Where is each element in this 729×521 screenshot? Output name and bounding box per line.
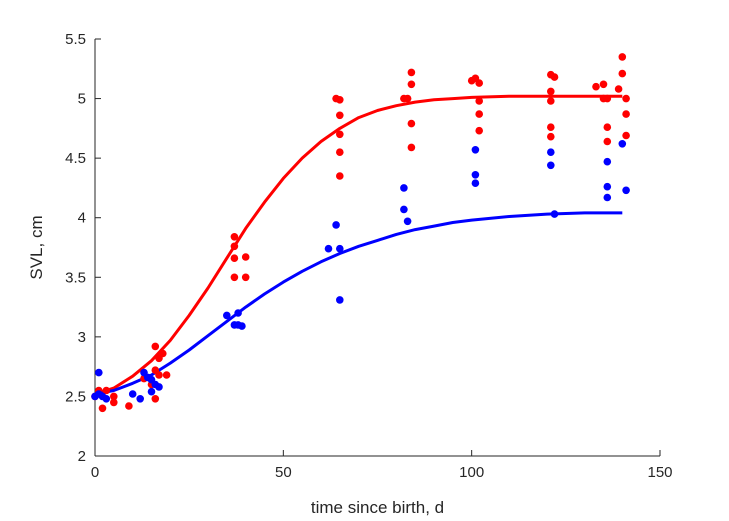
data-point-series-1 bbox=[230, 233, 239, 241]
fit-curve-2 bbox=[94, 211, 623, 396]
data-point-series-2 bbox=[238, 322, 246, 330]
data-point-series-1 bbox=[547, 123, 555, 131]
data-point-series-2 bbox=[332, 221, 340, 229]
data-point-series-2 bbox=[324, 244, 333, 253]
data-point-series-1 bbox=[603, 137, 612, 146]
data-point-series-1 bbox=[230, 273, 239, 282]
data-point-series-2 bbox=[622, 186, 630, 195]
data-point-series-1 bbox=[407, 119, 416, 128]
data-point-series-1 bbox=[547, 132, 555, 141]
data-point-series-1 bbox=[241, 273, 250, 282]
data-point-series-2 bbox=[550, 210, 559, 218]
data-point-series-1 bbox=[102, 386, 111, 395]
data-point-series-1 bbox=[110, 398, 118, 407]
data-point-series-1 bbox=[110, 392, 118, 401]
data-point-series-1 bbox=[159, 349, 167, 358]
data-point-series-2 bbox=[471, 146, 480, 154]
data-point-series-1 bbox=[622, 94, 630, 103]
y-tick-label: 4.5 bbox=[65, 150, 86, 167]
data-point-series-1 bbox=[403, 94, 412, 103]
axes bbox=[94, 39, 660, 457]
y-axis-label: SVL, cm bbox=[27, 215, 46, 279]
data-point-series-1 bbox=[407, 68, 416, 77]
data-point-series-1 bbox=[336, 172, 344, 180]
y-tick-label: 3.5 bbox=[65, 269, 86, 286]
data-point-series-1 bbox=[125, 402, 133, 410]
ticks: 0 50 100 150 2 2.5 3 3.5 4 4.5 5 5.5 bbox=[65, 31, 672, 481]
data-point-series-2 bbox=[618, 140, 627, 148]
y-tick-label: 5 bbox=[78, 91, 86, 108]
data-point-series-1 bbox=[151, 395, 160, 403]
data-point-series-2 bbox=[95, 368, 103, 377]
fit-curves bbox=[94, 94, 623, 396]
data-point-series-2 bbox=[336, 296, 344, 304]
data-point-series-1 bbox=[336, 96, 344, 104]
data-point-series-2 bbox=[155, 383, 163, 391]
data-points bbox=[91, 53, 630, 413]
data-point-series-1 bbox=[230, 254, 239, 262]
data-point-series-1 bbox=[603, 123, 612, 131]
x-tick-label: 100 bbox=[459, 464, 484, 481]
data-point-series-1 bbox=[336, 148, 344, 156]
data-point-series-2 bbox=[147, 387, 156, 396]
data-point-series-1 bbox=[614, 85, 623, 93]
data-point-series-2 bbox=[136, 395, 144, 403]
data-point-series-1 bbox=[550, 73, 559, 81]
data-point-series-1 bbox=[155, 371, 163, 379]
data-point-series-2 bbox=[336, 244, 344, 253]
data-point-series-2 bbox=[471, 171, 480, 179]
data-point-series-1 bbox=[618, 69, 627, 78]
data-point-series-1 bbox=[622, 110, 630, 118]
data-point-series-1 bbox=[407, 80, 416, 89]
data-point-series-2 bbox=[128, 390, 137, 398]
x-tick-label: 0 bbox=[91, 464, 99, 481]
data-point-series-1 bbox=[599, 80, 608, 89]
y-tick-label: 4 bbox=[78, 210, 86, 227]
data-point-series-2 bbox=[400, 184, 408, 192]
data-point-series-1 bbox=[475, 79, 484, 87]
data-point-series-1 bbox=[336, 130, 344, 139]
data-point-series-1 bbox=[592, 82, 600, 91]
data-point-series-2 bbox=[603, 193, 612, 202]
data-point-series-2 bbox=[403, 217, 412, 226]
y-tick-label: 3 bbox=[78, 329, 86, 346]
data-point-series-1 bbox=[547, 97, 555, 105]
data-point-series-1 bbox=[98, 404, 107, 413]
data-point-series-2 bbox=[234, 309, 242, 317]
data-point-series-1 bbox=[230, 242, 239, 251]
data-point-series-1 bbox=[475, 97, 484, 105]
data-point-series-1 bbox=[162, 371, 171, 379]
fit-curve-1 bbox=[94, 94, 623, 396]
data-point-series-2 bbox=[547, 161, 555, 170]
data-point-series-2 bbox=[603, 157, 612, 166]
data-point-series-1 bbox=[547, 87, 555, 96]
data-point-series-1 bbox=[603, 94, 612, 103]
data-point-series-2 bbox=[223, 311, 231, 320]
y-tick-label: 2 bbox=[78, 448, 86, 465]
data-point-series-1 bbox=[151, 342, 160, 351]
data-point-series-1 bbox=[475, 126, 484, 135]
data-point-series-2 bbox=[603, 182, 612, 191]
data-point-series-1 bbox=[407, 143, 416, 152]
data-point-series-2 bbox=[471, 179, 480, 187]
data-point-series-2 bbox=[102, 395, 111, 403]
x-tick-label: 150 bbox=[647, 464, 672, 481]
data-point-series-2 bbox=[400, 205, 408, 214]
y-tick-label: 5.5 bbox=[65, 31, 86, 48]
data-point-series-2 bbox=[547, 148, 555, 156]
data-point-series-1 bbox=[622, 131, 630, 140]
data-point-series-1 bbox=[336, 111, 344, 120]
x-axis-label: time since birth, d bbox=[311, 498, 444, 517]
data-point-series-1 bbox=[618, 53, 627, 61]
data-point-series-1 bbox=[241, 253, 250, 261]
x-tick-label: 50 bbox=[275, 464, 292, 481]
y-tick-label: 2.5 bbox=[65, 388, 86, 405]
data-point-series-1 bbox=[475, 110, 484, 118]
